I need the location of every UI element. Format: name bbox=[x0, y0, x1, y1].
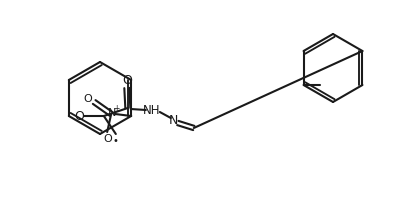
Text: O: O bbox=[74, 110, 84, 122]
Text: O: O bbox=[122, 73, 132, 86]
Text: •: • bbox=[112, 136, 118, 146]
Text: NH: NH bbox=[143, 103, 161, 116]
Text: O: O bbox=[104, 134, 113, 144]
Text: N: N bbox=[169, 113, 178, 127]
Text: +: + bbox=[113, 103, 119, 113]
Text: O: O bbox=[84, 94, 92, 104]
Text: N: N bbox=[108, 108, 116, 118]
